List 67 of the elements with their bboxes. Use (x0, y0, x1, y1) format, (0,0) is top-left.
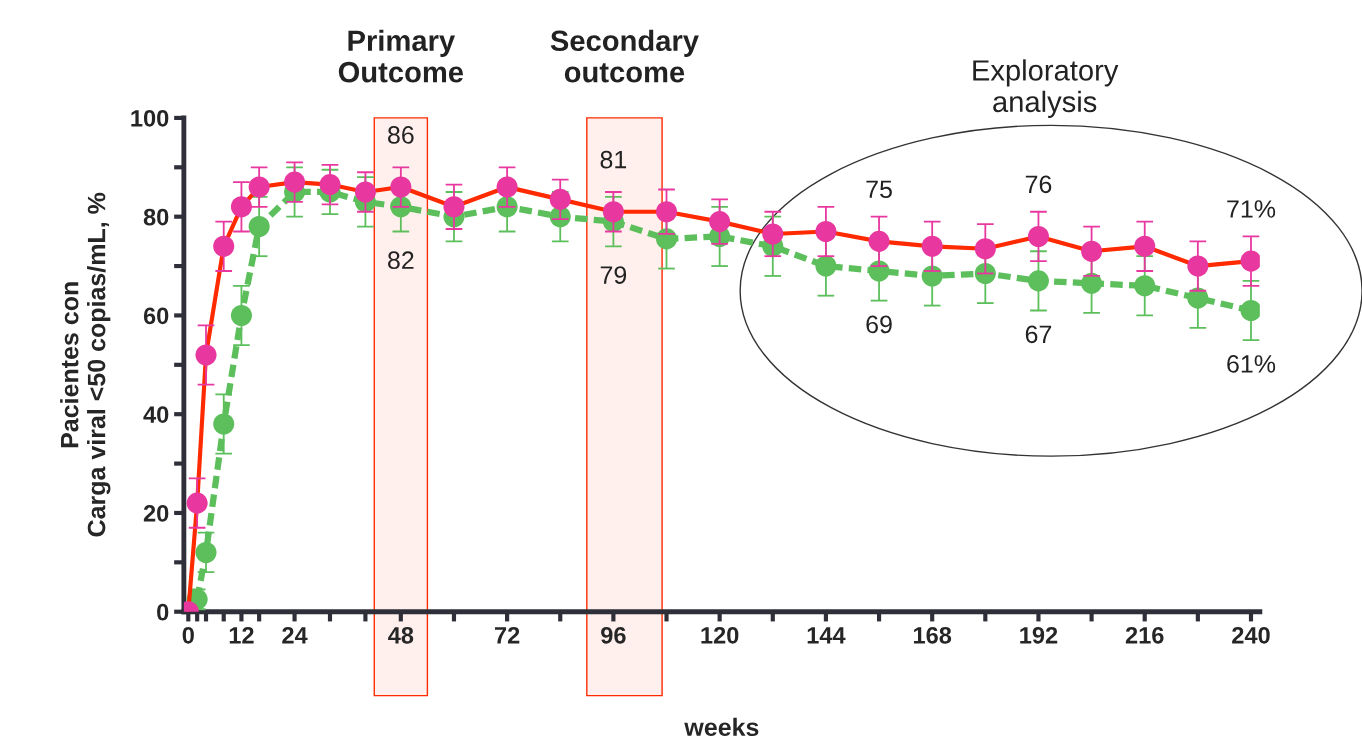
y-tick-label: 100 (131, 109, 169, 127)
x-tick-label: 216 (1125, 626, 1164, 644)
annotation: 69 (866, 315, 892, 334)
x-tick-label: 96 (601, 626, 626, 644)
point (1187, 255, 1209, 277)
text: Exploratory analysis (973, 59, 1119, 118)
annotation: 76 (1025, 175, 1052, 194)
point (1027, 270, 1049, 292)
point (213, 413, 235, 435)
point (1240, 250, 1260, 272)
point (549, 188, 571, 210)
point (602, 201, 624, 223)
x-tick-label: 144 (807, 627, 846, 644)
y-tick-label: 40 (143, 406, 169, 423)
y-tick-label: 80 (143, 208, 169, 226)
point (762, 223, 784, 245)
point (1081, 240, 1103, 262)
point (815, 220, 837, 243)
point (1134, 275, 1156, 297)
band-label: Primary Outcome (338, 29, 464, 83)
x-tick-label: 48 (388, 626, 414, 644)
point (655, 201, 678, 223)
point (1027, 225, 1049, 247)
x-tick-label: 0 (182, 626, 194, 644)
x-tick-label: 240 (1232, 626, 1270, 644)
point (319, 174, 341, 196)
x-axis-title: weeks (684, 717, 759, 737)
annotation: 71% (1227, 200, 1276, 218)
x-tick-label: 168 (913, 626, 952, 644)
point (248, 216, 270, 238)
point (230, 196, 252, 218)
y-tick-label: 60 (143, 307, 169, 325)
x-tick-label: 72 (494, 626, 520, 644)
annotation: 79 (600, 266, 627, 284)
band-label: Secondary outcome (550, 29, 699, 83)
point (1081, 272, 1103, 294)
x-tick-label: 120 (701, 626, 739, 644)
point (1240, 299, 1260, 322)
annotation: 67 (1025, 325, 1052, 344)
point (496, 176, 518, 198)
point (248, 176, 270, 198)
point (390, 176, 412, 198)
x-tick-label: 12 (229, 626, 254, 644)
annotation: 86 (388, 126, 414, 144)
point (230, 304, 252, 326)
point (195, 344, 217, 366)
point (354, 181, 376, 203)
point (921, 235, 943, 257)
annotation: 81 (600, 150, 627, 169)
x-tick-label: 192 (1020, 626, 1058, 644)
point (195, 541, 217, 563)
point (213, 235, 235, 257)
point (974, 238, 996, 260)
annotation: 82 (388, 251, 414, 270)
y-tick-label: 0 (157, 603, 169, 621)
y-axis-title: Pacientes con Carga viral <50 copias/mL, % (60, 192, 111, 537)
y-tick-label: 20 (143, 505, 169, 522)
point (443, 196, 465, 218)
point (1134, 235, 1156, 257)
point (868, 230, 890, 252)
annotation: 75 (866, 180, 892, 199)
point (709, 211, 731, 233)
point (186, 492, 208, 514)
annotation: 61% (1227, 355, 1276, 373)
point (284, 171, 306, 193)
x-tick-label: 24 (282, 626, 308, 644)
point (815, 255, 837, 277)
